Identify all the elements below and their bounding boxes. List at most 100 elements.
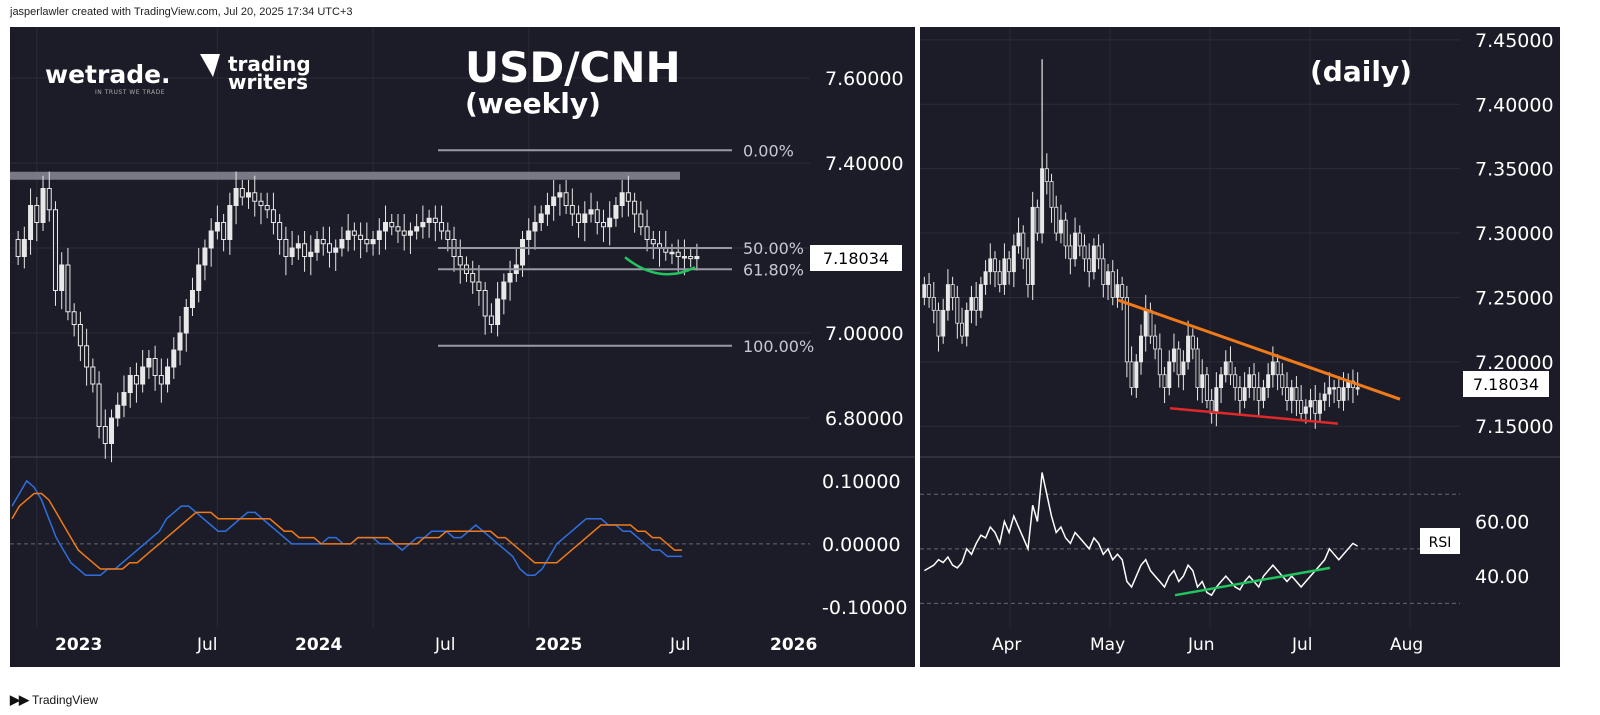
daily-candle [1228, 361, 1233, 376]
weekly-candle [401, 230, 407, 236]
descending-resistance-line [1117, 298, 1401, 401]
weekly-candle [675, 251, 681, 257]
daily-candle [1016, 232, 1021, 247]
x-axis-label: Jul [1291, 635, 1313, 655]
weekly-candle [407, 230, 413, 236]
daily-candle [1134, 361, 1139, 389]
signal-line [11, 492, 682, 570]
weekly-candle [214, 222, 220, 232]
daily-candle [1327, 387, 1332, 395]
trading-writers-logo: trading writers [200, 52, 311, 94]
daily-candle [1284, 387, 1289, 401]
x-axis-label: Jun [1187, 635, 1215, 655]
weekly-chart-panel[interactable]: 0.00% 50.00% 61.80% 100.00% wetrade. IN TRU… [10, 27, 915, 667]
daily-candle [1157, 348, 1162, 376]
weekly-candle [364, 239, 370, 245]
daily-candle [1275, 361, 1280, 376]
weekly-candle [189, 290, 195, 308]
weekly-candle [501, 281, 507, 300]
daily-candle [1002, 258, 1007, 285]
chart-credit: jasperlawler created with TradingView.co… [10, 6, 353, 18]
price-axis-tick: 7.60000 [825, 68, 904, 90]
weekly-candle [109, 417, 115, 444]
weekly-chart-title: USD/CNH [465, 43, 681, 92]
rsi-axis-tick: 60.00 [1475, 512, 1529, 534]
daily-candle [1148, 309, 1153, 337]
fib-level-label: 0.00% [743, 141, 794, 160]
daily-candle [1355, 387, 1360, 390]
footer: ▶▶ TradingView [10, 692, 98, 708]
weekly-candle [46, 188, 52, 211]
daily-candle [1101, 258, 1106, 285]
weekly-candle [140, 366, 146, 385]
weekly-candle [650, 239, 656, 245]
daily-candle [1035, 206, 1040, 234]
weekly-candle [495, 298, 501, 325]
weekly-candle [625, 192, 631, 202]
wetrade-logo: wetrade. IN TRUST WE TRADE [45, 60, 171, 96]
weekly-candle [96, 383, 102, 427]
daily-candle [997, 271, 1002, 285]
weekly-candle [208, 230, 214, 249]
weekly-candle [28, 205, 34, 240]
weekly-chart-background [10, 27, 915, 667]
weekly-candle [420, 222, 426, 228]
weekly-candle [432, 217, 438, 223]
daily-candle [974, 297, 979, 311]
daily-candle [1209, 400, 1214, 414]
price-axis-tick: 7.35000 [1475, 159, 1554, 181]
weekly-candle [632, 200, 638, 215]
daily-candle [1313, 400, 1318, 414]
weekly-candle [376, 230, 382, 240]
daily-candle [1167, 361, 1172, 389]
weekly-candle [669, 251, 675, 255]
daily-candle [1317, 400, 1322, 414]
daily-candle [1143, 309, 1148, 337]
daily-candle [1242, 387, 1247, 401]
daily-candle [1124, 297, 1129, 363]
weekly-candle [339, 239, 345, 249]
weekly-candle [457, 256, 463, 266]
x-axis-label: Jul [196, 635, 218, 655]
weekly-candle [59, 264, 65, 291]
daily-candle [1082, 245, 1087, 260]
weekly-candle [619, 192, 625, 206]
footer-brand: TradingView [32, 693, 99, 707]
weekly-candle [439, 222, 445, 232]
weekly-candle [426, 217, 432, 223]
weekly-candle [594, 209, 600, 223]
weekly-candle [488, 315, 494, 325]
daily-candle [1091, 245, 1096, 273]
weekly-candle [308, 251, 314, 257]
weekly-candle [121, 392, 127, 406]
daily-candle [1110, 271, 1115, 298]
weekly-candle [563, 192, 569, 206]
daily-chart-panel[interactable]: (daily) 7.45000 7.40000 7.35000 7.30000 7.25… [920, 27, 1560, 667]
weekly-candle [588, 209, 594, 215]
weekly-candle [445, 230, 451, 240]
x-axis-label: Jul [669, 635, 691, 655]
weekly-candle [414, 226, 420, 232]
weekly-candle [127, 375, 133, 393]
weekly-candle [90, 366, 96, 385]
svg-text:RSI: RSI [1429, 535, 1452, 551]
daily-candle [945, 284, 950, 311]
daily-candle [983, 271, 988, 285]
daily-candle [1252, 374, 1257, 389]
weekly-candle [40, 188, 46, 223]
weekly-candle [576, 213, 582, 223]
daily-candle [1261, 387, 1266, 401]
daily-candle [1030, 206, 1035, 285]
weekly-candle [470, 273, 476, 283]
weekly-candle [146, 358, 152, 368]
weekly-candle [77, 324, 83, 347]
daily-candle [931, 297, 936, 311]
weekly-candle [264, 205, 270, 211]
daily-candle [1129, 361, 1134, 389]
weekly-candle [196, 264, 202, 291]
daily-candle [955, 297, 960, 324]
daily-candle [936, 309, 941, 337]
svg-text:trading: trading [228, 52, 311, 76]
panel-divider [915, 27, 920, 667]
daily-candle [1049, 181, 1054, 208]
